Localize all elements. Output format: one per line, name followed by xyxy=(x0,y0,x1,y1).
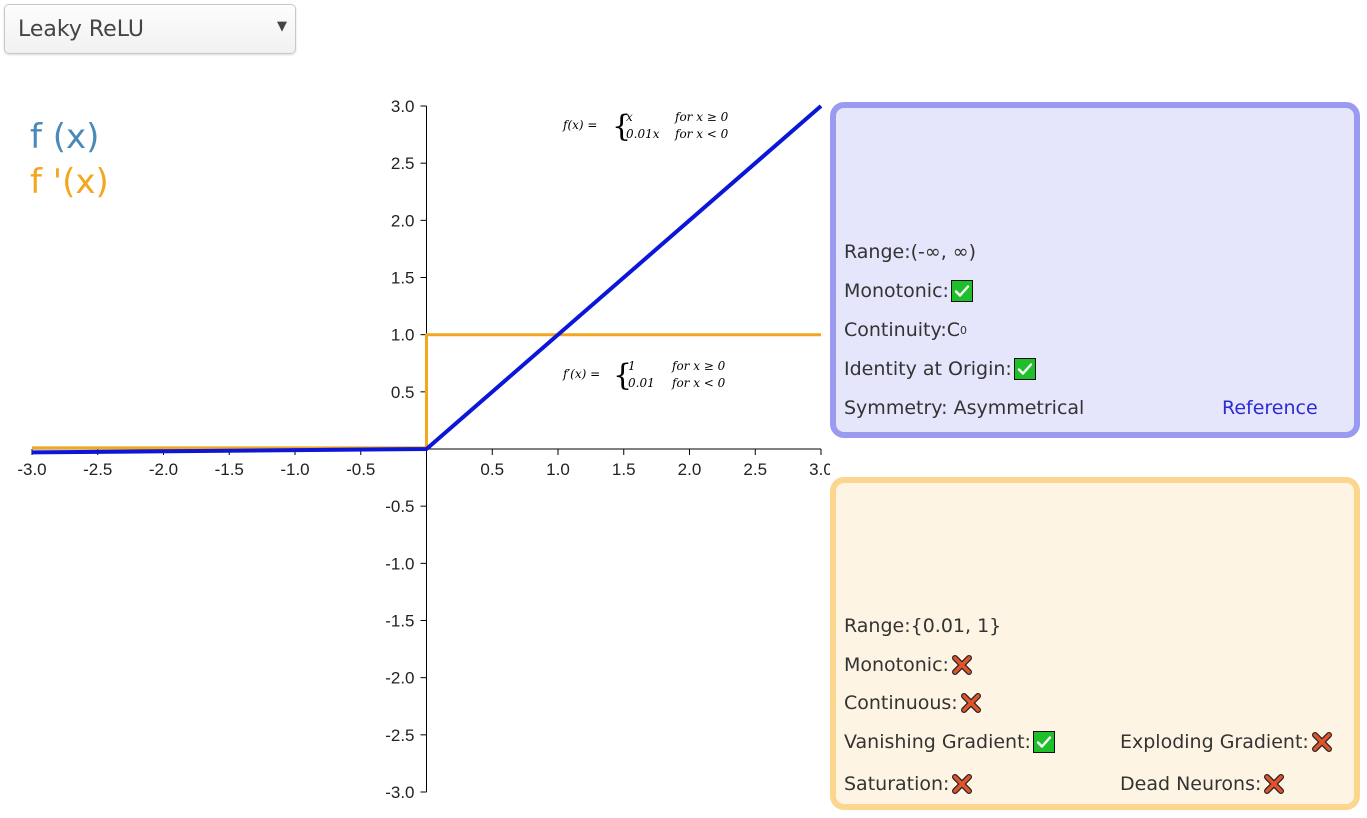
derivative-monotonic-label: Monotonic: xyxy=(844,654,949,676)
formula-fprime-case1: 1 xyxy=(628,359,636,373)
formula-f-case1: x xyxy=(626,110,633,124)
x-tick-label: 1.5 xyxy=(612,460,636,479)
y-tick-label: -0.5 xyxy=(385,497,414,516)
derivative-range-text: Range:{0.01, 1} xyxy=(844,615,1002,637)
x-tick-label: 3.0 xyxy=(809,460,830,479)
derivative-saturation-label: Saturation: xyxy=(844,773,950,795)
derivative-continuous-label: Continuous: xyxy=(844,692,958,714)
derivative-exploding-label: Exploding Gradient: xyxy=(1120,731,1309,753)
formula-fprime-brace: { xyxy=(613,358,632,393)
function-identity-label: Identity at Origin: xyxy=(844,358,1012,380)
series-line xyxy=(32,333,821,450)
derivative-continuous: Continuous: xyxy=(844,692,982,714)
formula-f: f(x) = { x for x ≥ 0 0.01x for x < 0 xyxy=(562,109,729,144)
derivative-range: Range:{0.01, 1} xyxy=(844,615,1001,637)
function-continuity-label: Continuity:C xyxy=(844,319,961,341)
function-plot: -3.0 -2.5 -2.0 -1.5 -1.0 -0.5 0.5 1.0 1.5 2.0 2.5 3… xyxy=(17,97,830,802)
continuity-superscript: 0 xyxy=(960,323,968,337)
y-tick-label: 2.5 xyxy=(391,154,415,173)
cross-icon xyxy=(1263,773,1285,795)
derivative-dead-label: Dead Neurons: xyxy=(1120,773,1262,795)
formula-f-brace: { xyxy=(612,109,631,144)
dropdown-selected-value: Leaky ReLU xyxy=(18,17,144,42)
function-continuity: Continuity:C 0 xyxy=(844,319,967,341)
derivative-monotonic: Monotonic: xyxy=(844,654,973,676)
series-line xyxy=(31,104,823,455)
formula-fprime-cond2: for x < 0 xyxy=(671,376,726,390)
x-tick-label: -2.0 xyxy=(149,460,178,479)
formula-f-cond1: for x ≥ 0 xyxy=(674,110,729,124)
formula-fprime: f′(x) = { 1 for x ≥ 0 0.01 for x < 0 xyxy=(562,358,726,393)
reference-link[interactable]: Reference xyxy=(1222,397,1318,419)
check-icon xyxy=(1032,731,1055,753)
y-tick-label: 1.0 xyxy=(391,326,415,345)
x-tick-label: -3.0 xyxy=(17,460,46,479)
derivative-saturation: Saturation: xyxy=(844,773,973,795)
x-tick-label: -1.5 xyxy=(215,460,244,479)
function-identity: Identity at Origin: xyxy=(844,358,1036,380)
cross-icon xyxy=(951,773,973,795)
y-tick-label: -2.0 xyxy=(385,669,414,688)
derivative-vanishing: Vanishing Gradient: xyxy=(844,731,1055,753)
y-tick-label: 3.0 xyxy=(391,97,415,116)
chevron-down-icon: ▼ xyxy=(277,19,287,34)
function-symmetry: Symmetry: Asymmetrical xyxy=(844,397,1084,419)
legend-f: f (x) xyxy=(30,117,100,157)
formula-fprime-lhs: f′(x) = xyxy=(562,367,600,381)
function-symmetry-label: Symmetry: Asymmetrical xyxy=(844,397,1085,419)
x-tick-label: -2.5 xyxy=(83,460,112,479)
activation-function-dropdown[interactable]: Leaky ReLU ▼ xyxy=(4,4,296,54)
x-tick-label: 1.0 xyxy=(546,460,570,479)
function-monotonic: Monotonic: xyxy=(844,280,973,302)
function-range-text: Range:(-∞, ∞) xyxy=(844,241,977,263)
y-tick-label: 1.5 xyxy=(391,269,415,288)
legend-fprime: f '(x) xyxy=(30,162,109,202)
y-tick-label: -1.5 xyxy=(385,612,414,631)
y-tick-label: 0.5 xyxy=(391,383,415,402)
formula-f-lhs: f(x) = xyxy=(562,118,597,132)
y-tick-label: -2.5 xyxy=(385,726,414,745)
formula-f-cond2: for x < 0 xyxy=(674,127,729,141)
x-tick-label: 2.5 xyxy=(743,460,767,479)
cross-icon xyxy=(951,654,973,676)
function-monotonic-label: Monotonic: xyxy=(844,280,949,302)
function-range: Range:(-∞, ∞) xyxy=(844,241,976,263)
function-properties-panel: Range:(-∞, ∞) Monotonic: Continuity:C 0 I… xyxy=(830,102,1360,438)
cross-icon xyxy=(1311,731,1333,753)
derivative-properties-panel: Range:{0.01, 1} Monotonic: Continuous: V… xyxy=(830,477,1360,810)
derivative-dead-neurons: Dead Neurons: xyxy=(1120,773,1285,795)
formula-fprime-cond1: for x ≥ 0 xyxy=(671,359,726,373)
x-tick-label: -1.0 xyxy=(280,460,309,479)
y-tick-label: -3.0 xyxy=(385,783,414,802)
y-tick-label: -1.0 xyxy=(385,554,414,573)
y-tick-label: 2.0 xyxy=(391,211,415,230)
x-tick-label: 0.5 xyxy=(480,460,504,479)
x-tick-label: -0.5 xyxy=(346,460,375,479)
derivative-exploding: Exploding Gradient: xyxy=(1120,731,1333,753)
derivative-vanishing-label: Vanishing Gradient: xyxy=(844,731,1031,753)
cross-icon xyxy=(960,692,982,714)
formula-fprime-case2: 0.01 xyxy=(628,376,655,390)
check-icon xyxy=(950,280,973,302)
x-tick-label: 2.0 xyxy=(678,460,702,479)
check-icon xyxy=(1013,358,1036,380)
formula-f-case2: 0.01x xyxy=(626,127,660,141)
